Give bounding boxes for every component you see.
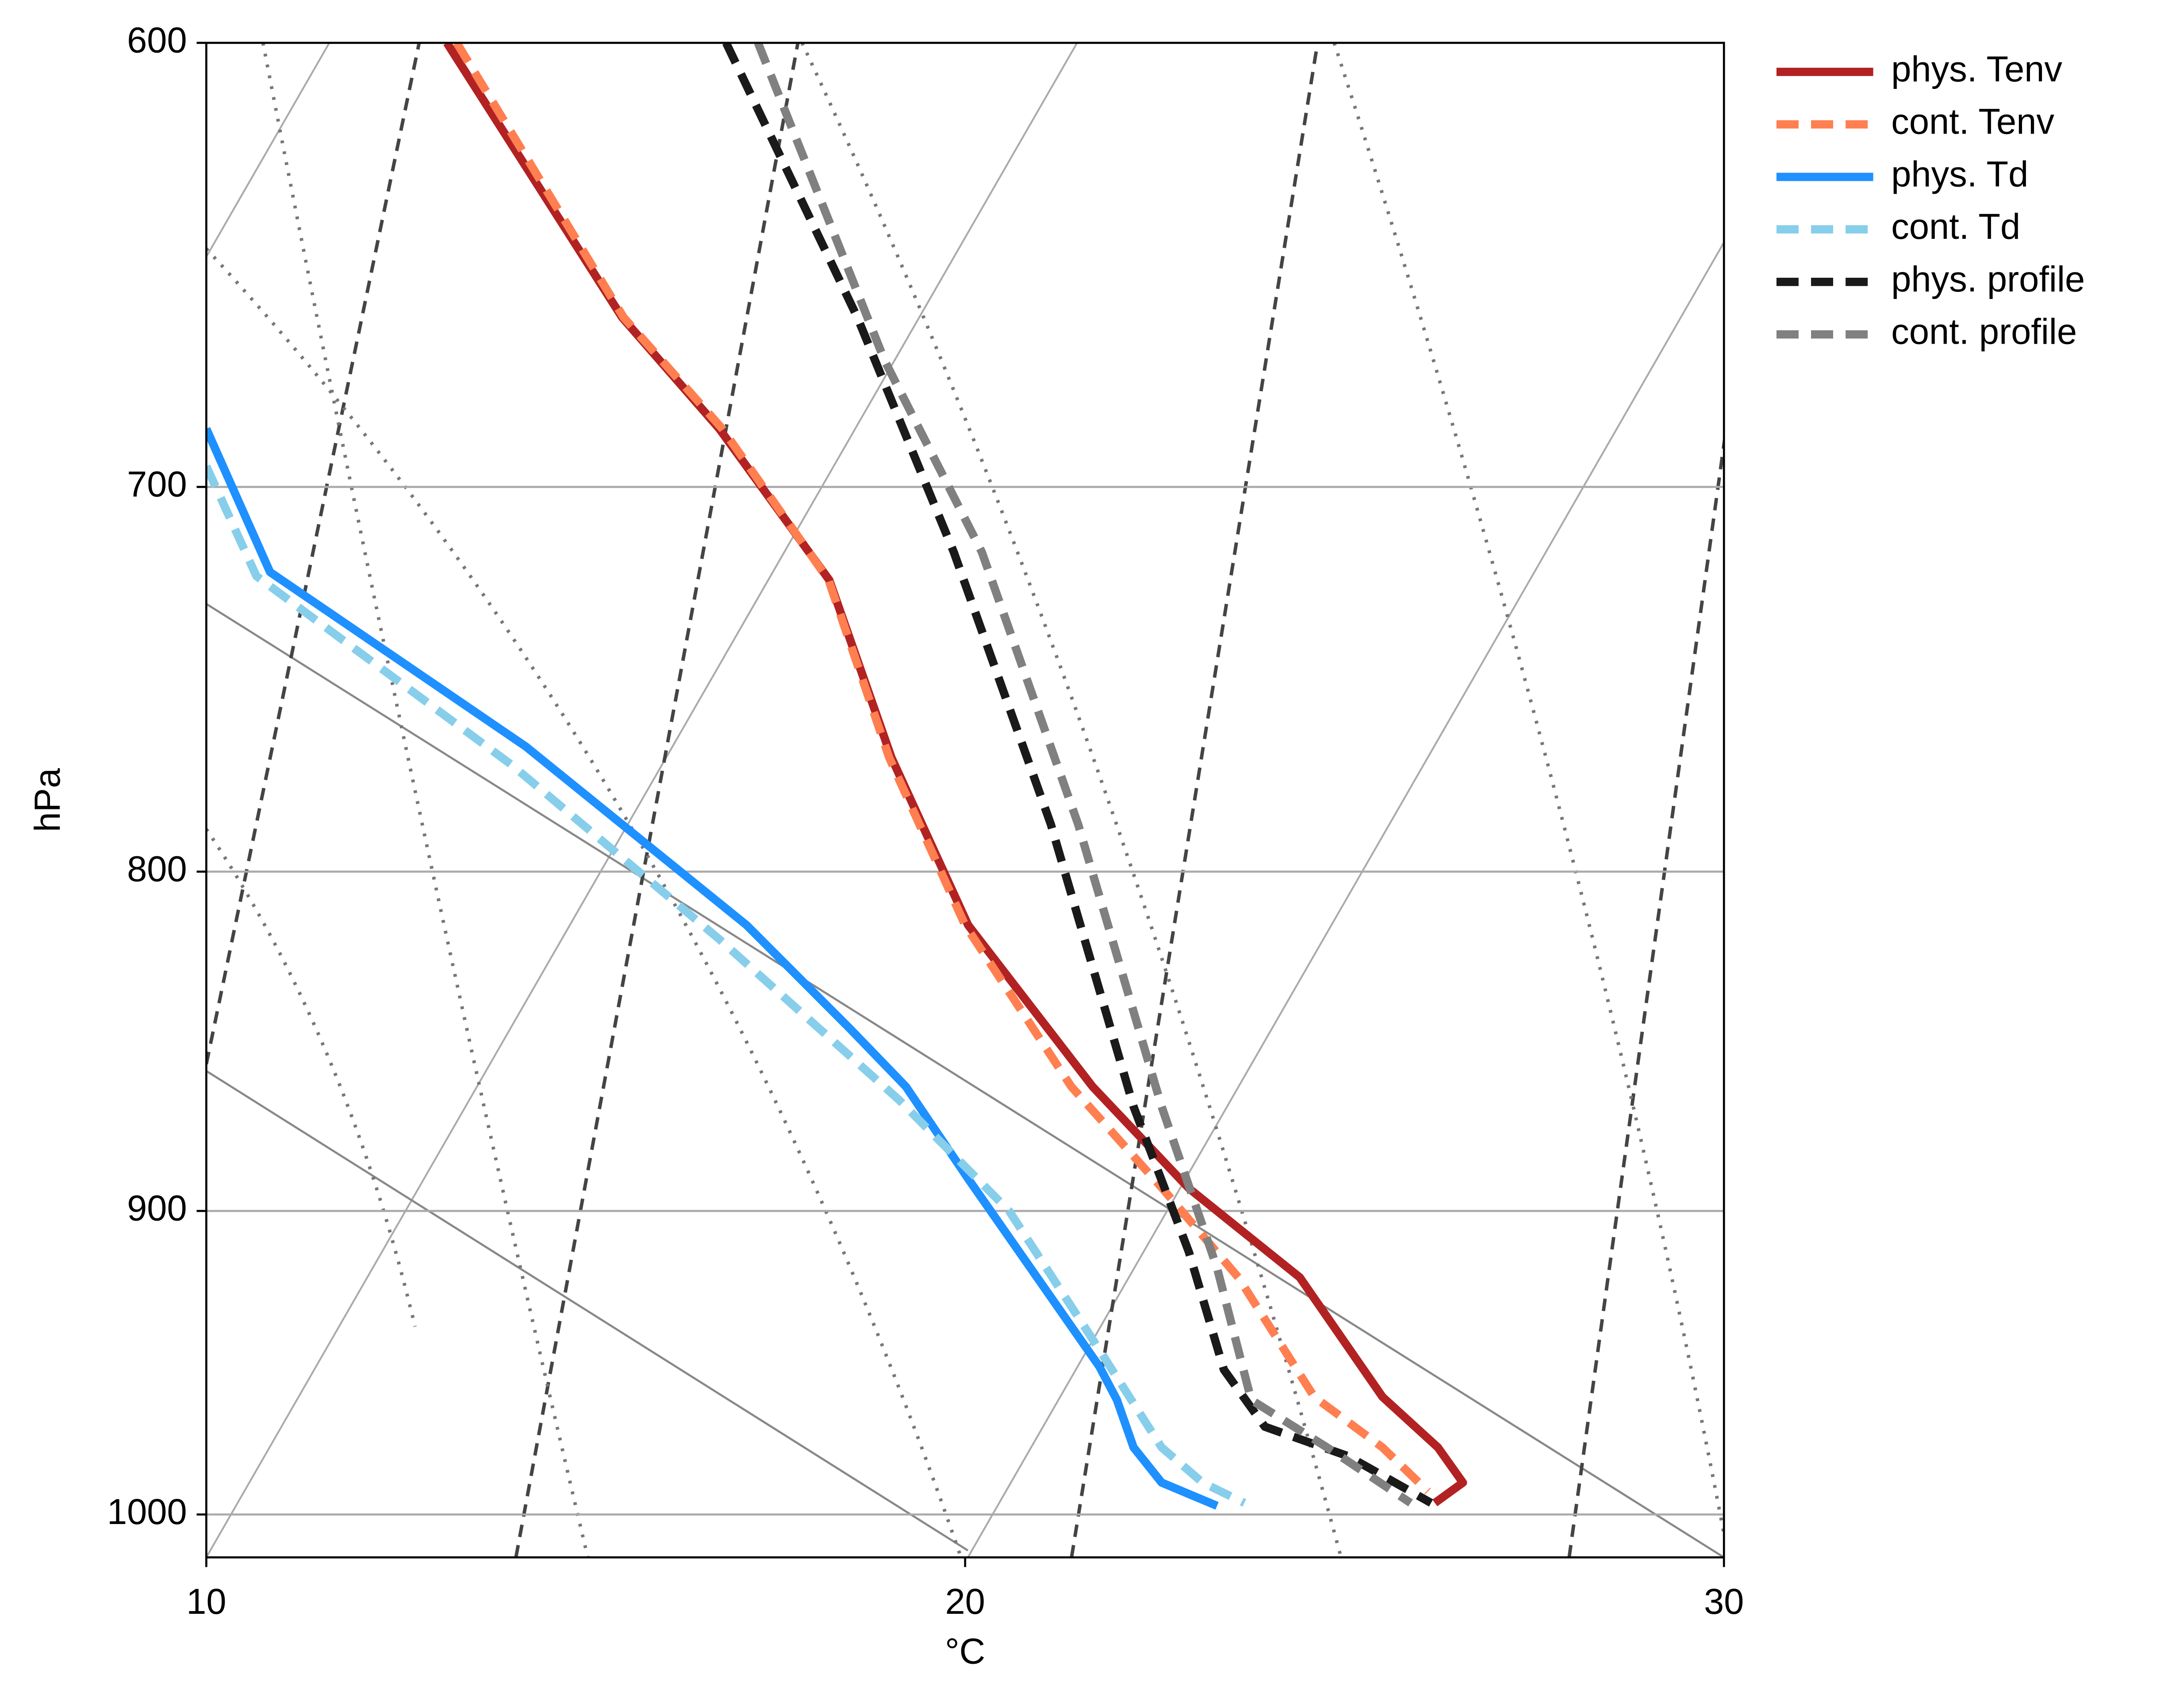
isotherms [206, 42, 1724, 1558]
axes: 600 700 800 900 1000 10 20 30 [107, 20, 1744, 1622]
legend-label: phys. Td [1891, 154, 2028, 194]
dry-adiabats [206, 603, 1724, 1558]
series-line [443, 42, 1467, 1506]
series-line [206, 427, 1219, 1510]
legend-label: cont. profile [1891, 312, 2077, 352]
legend-label: cont. Tenv [1891, 102, 2054, 142]
plot-frame [205, 42, 1725, 1559]
moist-adiabats [206, 42, 1724, 1558]
legend-label: phys. Tenv [1891, 49, 2062, 89]
series-line [453, 42, 1431, 1494]
series-line [722, 42, 1433, 1507]
series-line [754, 42, 1413, 1507]
x-tick-label: 20 [945, 1582, 985, 1622]
y-tick-label: 1000 [107, 1492, 187, 1532]
x-axis-label: °C [945, 1631, 985, 1672]
legend: phys. Tenv cont. Tenv phys. Td cont. Td phys… [1776, 49, 2085, 352]
y-tick-label: 800 [127, 849, 187, 889]
y-axis-label: hPa [27, 768, 68, 832]
y-tick-label: 900 [127, 1188, 187, 1229]
data-lines [206, 42, 1467, 1510]
mixing-ratio-lines [206, 42, 1724, 1558]
y-tick-label: 700 [127, 464, 187, 504]
x-tick-label: 30 [1704, 1582, 1744, 1622]
legend-label: cont. Td [1891, 207, 2020, 247]
x-tick-label: 10 [186, 1582, 226, 1622]
grid [206, 42, 1724, 1516]
y-tick-label: 600 [127, 20, 187, 60]
series-line [206, 464, 1247, 1507]
legend-label: phys. profile [1891, 259, 2085, 299]
background-lines [206, 42, 1724, 1558]
